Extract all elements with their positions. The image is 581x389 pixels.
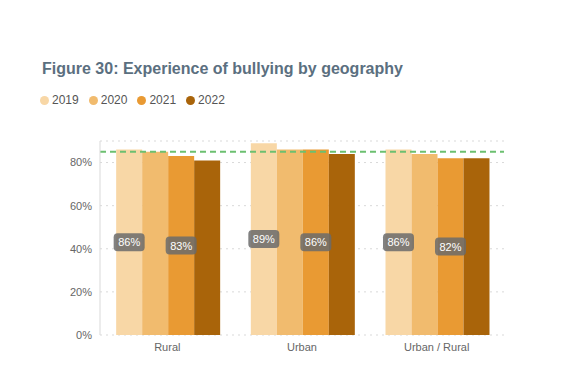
html-text:2020: 2020 — [100, 93, 128, 107]
svg-text:86%: 86% — [305, 236, 327, 248]
svg-text:Rural: Rural — [154, 341, 180, 353]
svg-text:80%: 80% — [70, 156, 92, 168]
html-text:2022: 2022 — [198, 93, 225, 107]
svg-text:60%: 60% — [70, 200, 92, 212]
svg-text:83%: 83% — [170, 240, 192, 252]
svg-text:0%: 0% — [76, 329, 92, 341]
svg-text:20%: 20% — [70, 286, 92, 298]
svg-text:86%: 86% — [387, 236, 409, 248]
html-text:Figure 30: Experience of bully: Figure 30: Experience of bullying by geo… — [42, 60, 403, 77]
html-text:2019: 2019 — [52, 93, 79, 107]
svg-text:82%: 82% — [439, 241, 461, 253]
html-text:2021: 2021 — [149, 93, 177, 107]
svg-text:40%: 40% — [70, 243, 92, 255]
svg-text:86%: 86% — [118, 236, 140, 248]
svg-text:Urban: Urban — [287, 341, 317, 353]
svg-text:89%: 89% — [253, 233, 275, 245]
svg-text:Urban / Rural: Urban / Rural — [404, 341, 469, 353]
